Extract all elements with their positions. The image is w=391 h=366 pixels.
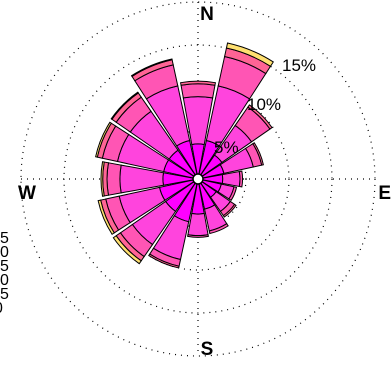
legend-tick-label: 0 <box>0 300 3 317</box>
grid-ring-20 <box>20 1 376 357</box>
sector-45-band-3 <box>247 104 273 130</box>
legend-tick-label: 0 <box>0 244 9 261</box>
legend-tick-label: 0 <box>0 272 9 289</box>
wind-sectors <box>95 42 274 269</box>
sector-180-band-1 <box>187 212 209 237</box>
ring-label-10: 10% <box>247 95 281 114</box>
sector-270-band-2 <box>106 162 122 196</box>
sector-315-band-4 <box>110 91 139 120</box>
sector-202.5-band-3 <box>148 253 180 269</box>
legend-tick-label: 5 <box>0 230 9 247</box>
sector-135-band-3 <box>222 203 237 218</box>
sector-180-band-2 <box>187 234 209 238</box>
sector-337.5-band-4 <box>130 58 173 78</box>
sector-67.5-band-3 <box>252 142 264 166</box>
legend-tick-label: 5 <box>0 286 9 303</box>
sector-0-band-3 <box>180 80 216 86</box>
sector-157.5-band-2 <box>208 223 229 235</box>
legend-tick-label: 5 <box>0 258 9 275</box>
sector-90-band-1 <box>221 170 241 188</box>
sector-112.5-band-2 <box>228 186 238 202</box>
direction-label-s: S <box>201 339 214 360</box>
ring-label-5: 5% <box>214 138 239 157</box>
ring-label-15: 15% <box>282 56 316 75</box>
sector-292.5-band-4 <box>95 121 113 158</box>
sector-22.5-band-4 <box>225 42 274 67</box>
direction-label-e: E <box>378 183 391 204</box>
sector-90-band-2 <box>238 170 244 188</box>
sector-247.5-band-4 <box>97 199 115 235</box>
sector-0-band-2 <box>180 83 216 99</box>
center-hole <box>192 173 204 185</box>
sector-225-band-4 <box>112 235 142 265</box>
grid-ring-10 <box>106 87 290 271</box>
direction-label-w: W <box>18 183 36 204</box>
legend-fragment: 5 0 5 0 5 0 <box>0 230 9 317</box>
sector-270-band-4 <box>100 161 105 197</box>
direction-label-n: N <box>200 4 214 25</box>
